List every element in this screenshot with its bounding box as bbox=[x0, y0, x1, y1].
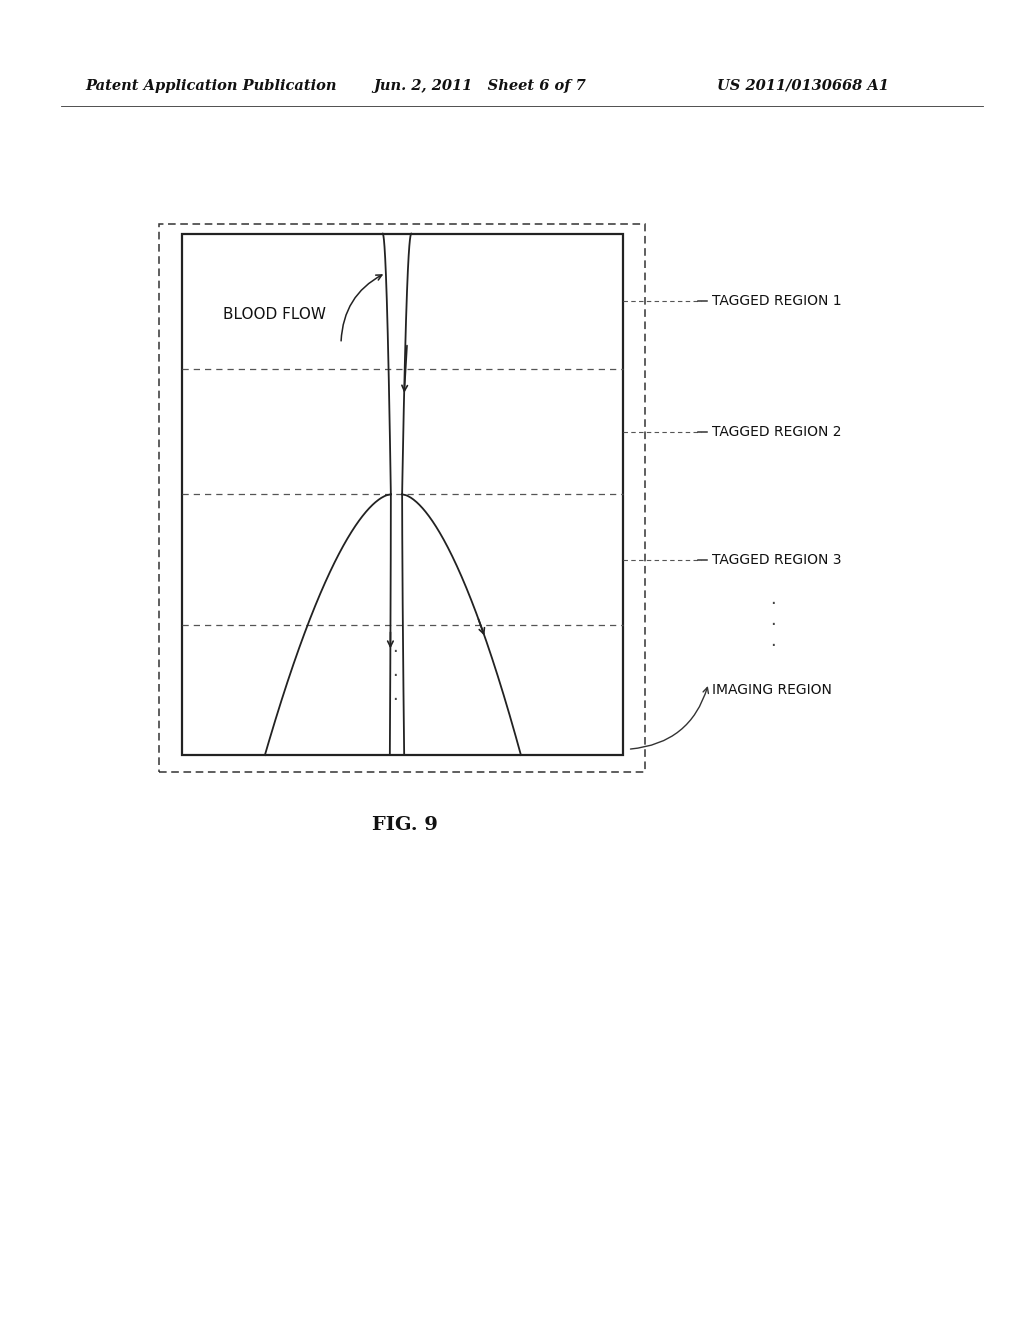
Text: Patent Application Publication: Patent Application Publication bbox=[85, 79, 337, 92]
Text: Jun. 2, 2011   Sheet 6 of 7: Jun. 2, 2011 Sheet 6 of 7 bbox=[374, 79, 587, 92]
Text: TAGGED REGION 2: TAGGED REGION 2 bbox=[712, 425, 841, 438]
Bar bbox=[159, 224, 645, 772]
Text: TAGGED REGION 3: TAGGED REGION 3 bbox=[712, 553, 841, 566]
Text: ·: · bbox=[770, 636, 776, 655]
Text: ·: · bbox=[392, 667, 398, 685]
Bar bbox=[182, 234, 623, 755]
Text: TAGGED REGION 1: TAGGED REGION 1 bbox=[712, 294, 842, 309]
Text: US 2011/0130668 A1: US 2011/0130668 A1 bbox=[717, 79, 889, 92]
Text: IMAGING REGION: IMAGING REGION bbox=[712, 682, 831, 697]
Text: ·: · bbox=[392, 690, 398, 709]
Text: ·: · bbox=[392, 643, 398, 661]
Text: ·: · bbox=[770, 594, 776, 612]
Text: ·: · bbox=[770, 615, 776, 634]
Text: BLOOD FLOW: BLOOD FLOW bbox=[223, 308, 327, 322]
Text: FIG. 9: FIG. 9 bbox=[372, 816, 437, 834]
